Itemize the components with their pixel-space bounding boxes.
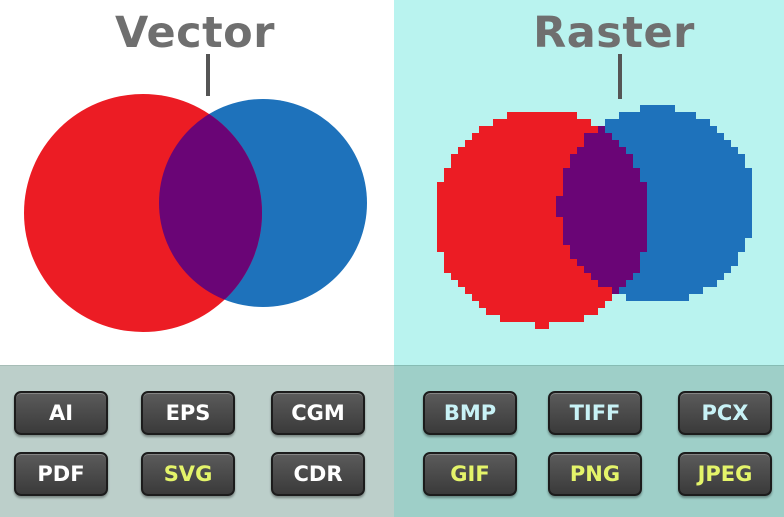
format-button-tiff[interactable]: TIFF <box>548 391 642 435</box>
vector-title-pointer <box>206 54 210 96</box>
raster-title-pointer <box>618 54 622 99</box>
raster-red-circle <box>437 112 612 329</box>
format-button-png[interactable]: PNG <box>548 452 642 496</box>
format-button-cgm[interactable]: CGM <box>271 391 365 435</box>
format-button-bmp[interactable]: BMP <box>423 391 517 435</box>
vector-circles <box>24 94 367 332</box>
format-button-ai[interactable]: AI <box>14 391 108 435</box>
format-button-svg[interactable]: SVG <box>141 452 235 496</box>
vector-overlap-region <box>159 99 262 307</box>
format-button-cdr[interactable]: CDR <box>271 452 365 496</box>
format-button-pcx[interactable]: PCX <box>678 391 772 435</box>
format-button-pdf[interactable]: PDF <box>14 452 108 496</box>
format-button-eps[interactable]: EPS <box>141 391 235 435</box>
format-button-gif[interactable]: GIF <box>423 452 517 496</box>
raster-title: Raster <box>533 8 695 58</box>
raster-overlap-region <box>556 126 647 294</box>
format-button-jpeg[interactable]: JPEG <box>678 452 772 496</box>
raster-circles <box>437 105 752 329</box>
vector-title: Vector <box>115 8 275 58</box>
